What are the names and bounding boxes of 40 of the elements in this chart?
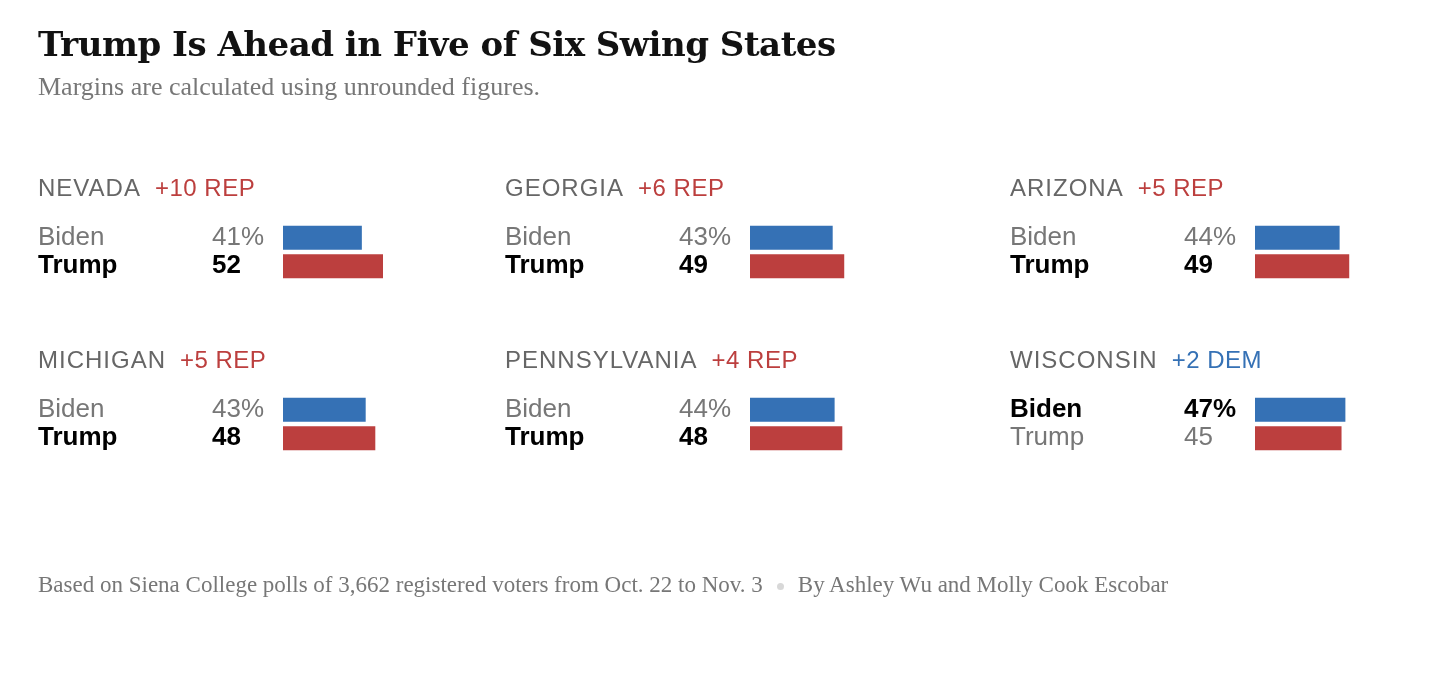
chart-subtitle: +10 REP	[154, 174, 256, 201]
chart-subtitle: +5 REP	[180, 346, 267, 373]
data-label: 52	[212, 249, 241, 280]
y-tick-label: Biden	[1010, 220, 1077, 251]
chart-subtitle: +2 DEM	[1171, 346, 1263, 373]
chart-title: GEORGIA	[505, 174, 625, 201]
y-tick-label: Trump	[38, 421, 118, 452]
y-tick-label: Biden	[38, 392, 105, 423]
y-tick-label: Trump	[38, 249, 118, 280]
y-tick-label: Trump	[1010, 421, 1085, 452]
chart-subtitle: +5 REP	[1137, 174, 1225, 201]
data-label: 48	[679, 421, 708, 452]
chart-subtitle: +4 REP	[711, 346, 798, 373]
y-tick-label: Biden	[38, 220, 105, 251]
data-label: 49	[1184, 249, 1213, 280]
data-label: 48	[212, 421, 241, 452]
chart-title: MICHIGAN	[38, 346, 166, 373]
data-label: 47%	[1184, 392, 1237, 423]
text: Margins are calculated using unrounded figures.	[38, 72, 542, 102]
y-tick-label: Biden	[505, 392, 572, 423]
y-tick-label: Trump	[1010, 249, 1090, 280]
chart-title: WISCONSIN	[1010, 346, 1158, 373]
data-label: 43%	[679, 220, 732, 251]
y-tick-label: Trump	[505, 249, 585, 280]
data-label: 43%	[212, 392, 265, 423]
y-tick-label: Biden	[505, 220, 572, 251]
text: By Ashley Wu and Molly Cook Escobar	[797, 572, 1169, 597]
y-tick-label: Biden	[1010, 392, 1083, 423]
text: Based on Siena College polls of 3,662 registered voters from Oct. 22 to Nov. 3	[38, 572, 763, 597]
text: Trump Is Ahead in Five of Six Swing States	[38, 24, 836, 64]
chart-title: PENNSYLVANIA	[505, 346, 698, 373]
data-label: 44%	[679, 392, 732, 423]
y-tick-label: Trump	[505, 421, 585, 452]
data-label: 44%	[1184, 220, 1237, 251]
data-label: 49	[679, 249, 708, 280]
data-label: 45	[1184, 421, 1213, 452]
chart-title: ARIZONA	[1010, 174, 1124, 201]
data-label: 41%	[212, 220, 265, 251]
chart-subtitle: +6 REP	[638, 174, 725, 201]
text: NEVADA	[38, 174, 141, 201]
